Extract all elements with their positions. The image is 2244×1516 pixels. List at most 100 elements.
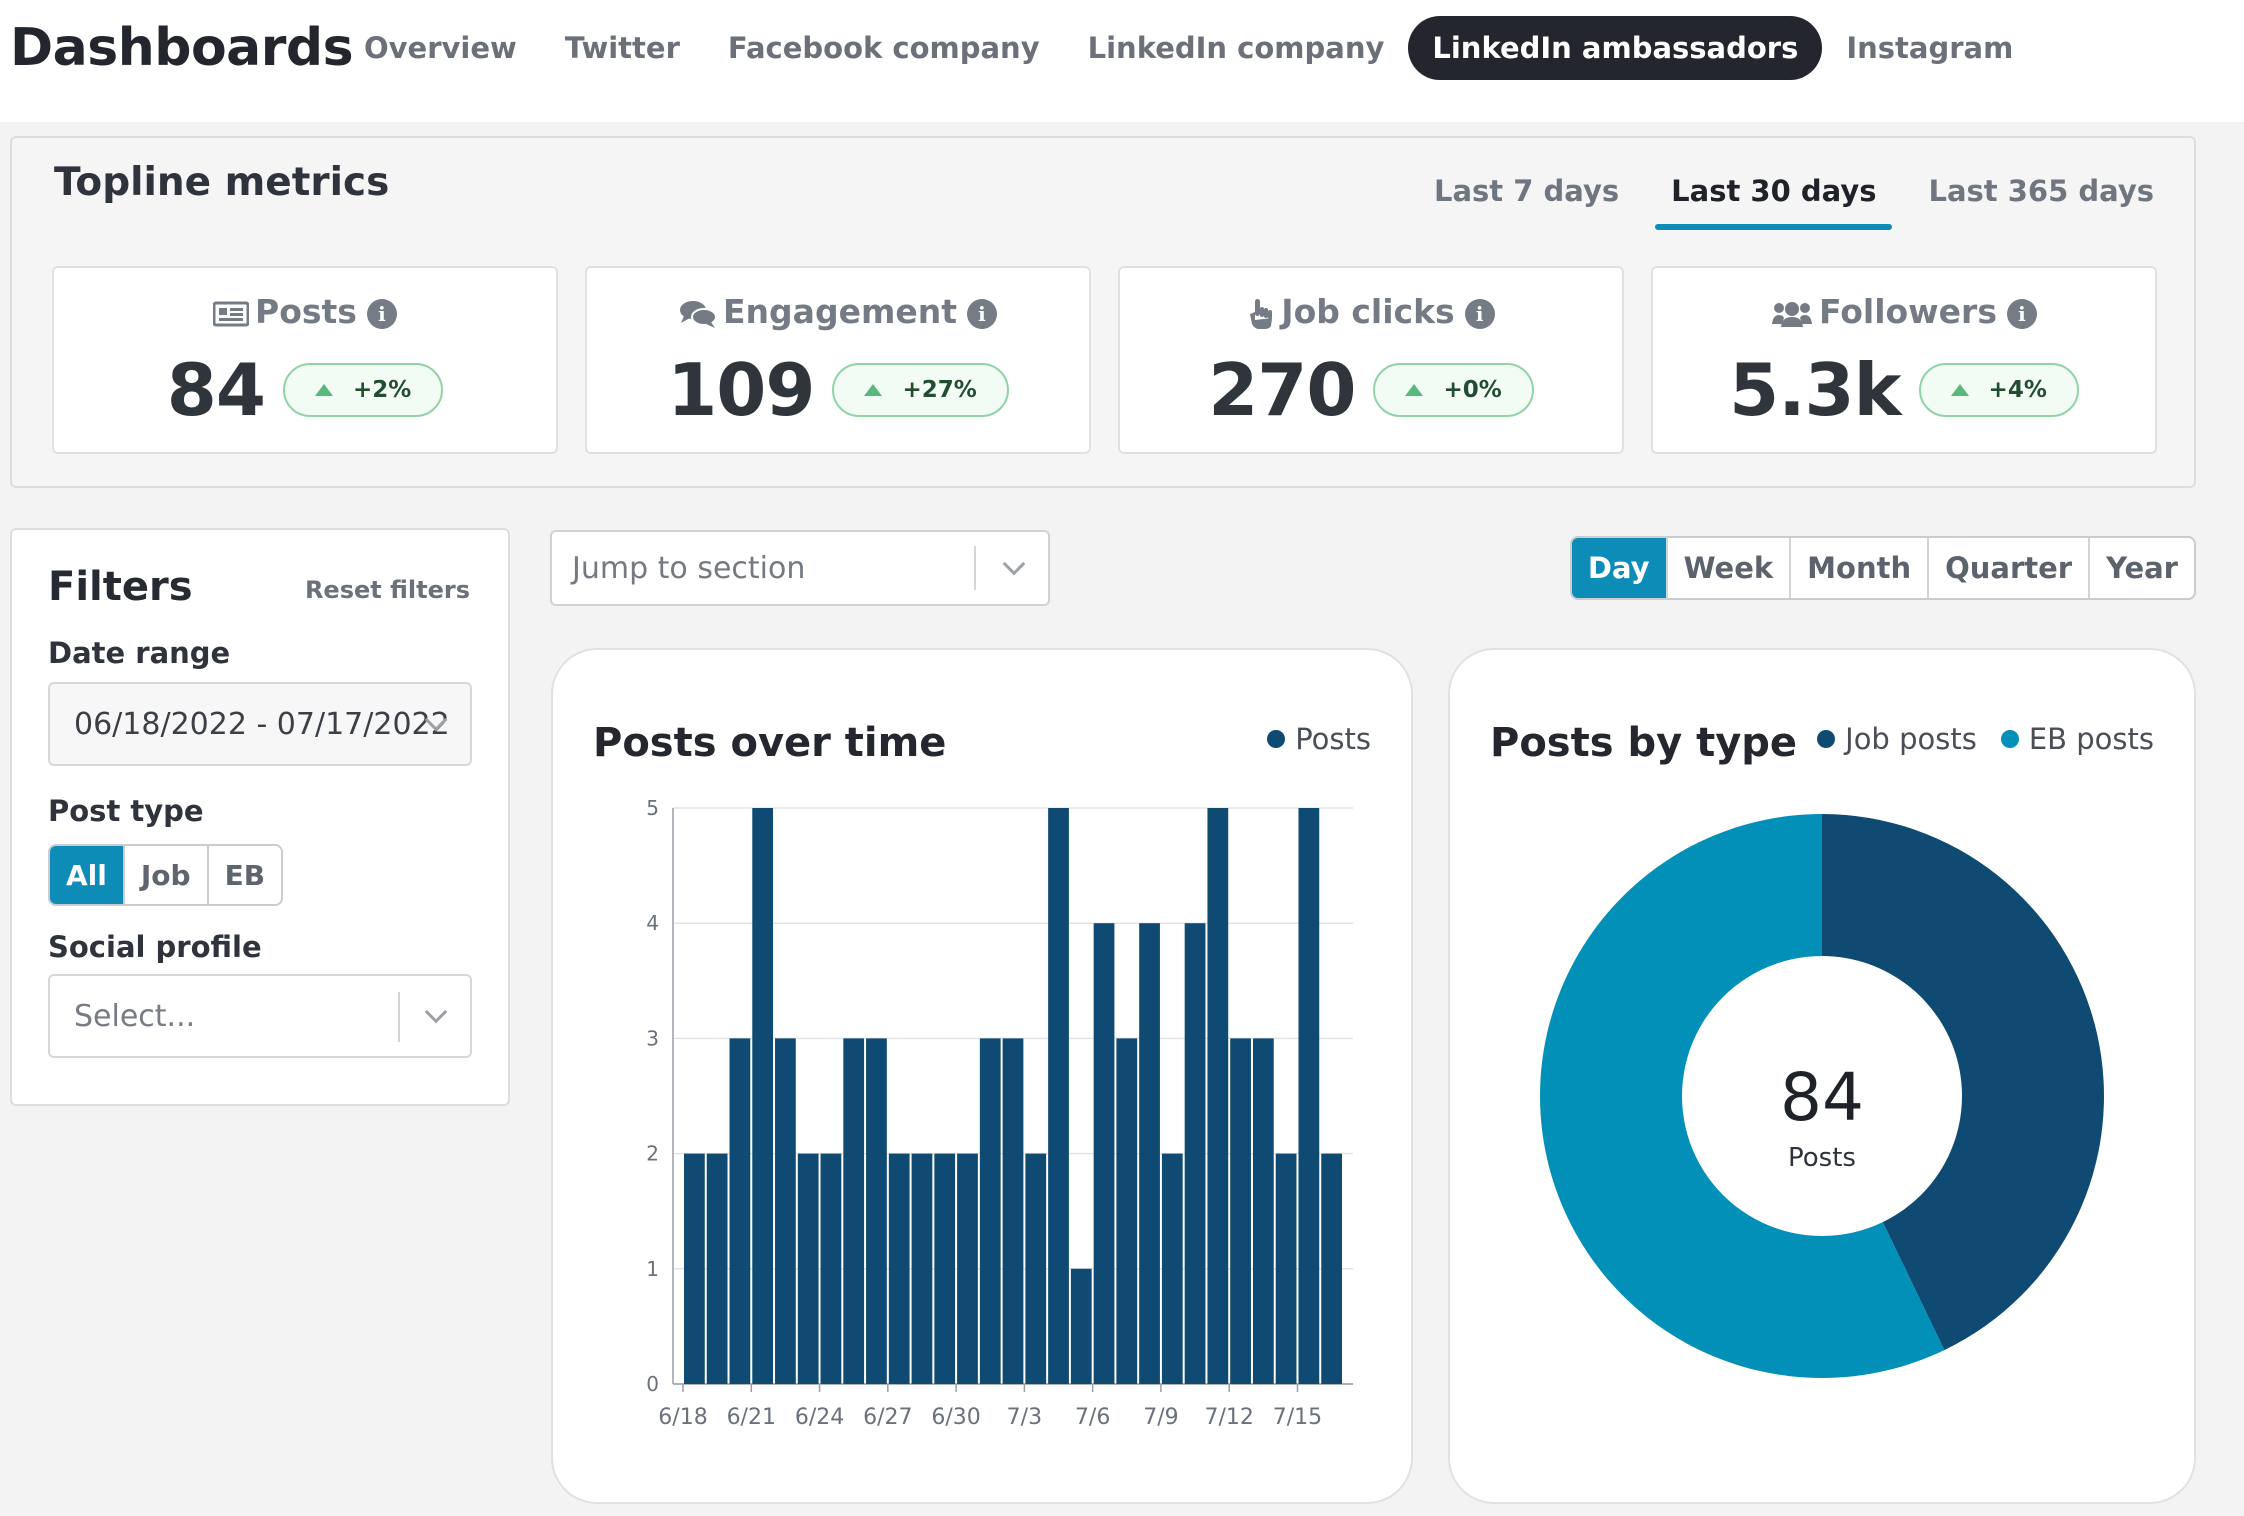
chevron-down-icon	[1002, 552, 1026, 576]
range-tab-365-days[interactable]: Last 365 days	[1928, 174, 2154, 208]
legend-label: Job posts	[1845, 722, 1977, 756]
post-type-eb-button[interactable]: EB	[206, 846, 282, 904]
select-divider	[974, 546, 976, 590]
metric-value-job-clicks: 270	[1208, 348, 1356, 432]
tab-facebook-company[interactable]: Facebook company	[727, 31, 1040, 65]
bar[interactable]	[1070, 1268, 1092, 1384]
granularity-year-button[interactable]: Year	[2088, 538, 2194, 598]
bar[interactable]	[1048, 808, 1069, 1384]
comments-icon	[680, 300, 718, 328]
legend-label: Posts	[1295, 722, 1371, 756]
legend-dot	[2000, 730, 2019, 748]
x-tick-label: 7/12	[1205, 1405, 1254, 1430]
chart-title: Posts by type	[1490, 720, 1798, 766]
tab-twitter[interactable]: Twitter	[564, 31, 680, 65]
bar[interactable]	[1116, 1038, 1138, 1384]
delta-value: +2%	[352, 377, 412, 403]
bar[interactable]	[729, 1038, 751, 1384]
triangle-up-icon	[1950, 384, 1969, 396]
bar[interactable]	[1275, 1153, 1297, 1384]
post-type-all-button[interactable]: All	[50, 846, 123, 904]
granularity-week-button[interactable]: Week	[1665, 538, 1790, 598]
bar[interactable]	[820, 1153, 842, 1384]
posts-over-time-card: Posts over time Posts 0 1 2 3 4 5 6/18 6/21 6/24…	[551, 648, 1413, 1504]
bar[interactable]	[1161, 1153, 1183, 1384]
info-icon[interactable]: i	[1464, 298, 1495, 329]
y-tick-label: 3	[646, 1026, 659, 1050]
bar[interactable]	[1002, 1038, 1024, 1384]
bar[interactable]	[797, 1153, 819, 1384]
bar[interactable]	[911, 1153, 933, 1384]
bar[interactable]	[684, 1153, 705, 1384]
topline-title: Topline metrics	[54, 160, 390, 205]
granularity-month-button[interactable]: Month	[1789, 538, 1927, 598]
legend-dot	[1817, 730, 1836, 748]
bar[interactable]	[775, 1038, 796, 1384]
pie-slice[interactable]	[1822, 814, 2104, 1351]
top-nav-bar: Dashboards Overview Twitter Facebook com…	[0, 0, 2244, 122]
legend-item-eb-posts[interactable]: EB posts	[2000, 722, 2154, 756]
donut-center-value: 84	[1780, 1059, 1864, 1136]
reset-filters-link[interactable]: Reset filters	[304, 576, 470, 604]
legend-item-job-posts[interactable]: Job posts	[1817, 722, 1977, 756]
range-tabs: Last 7 days Last 30 days Last 365 days	[1382, 174, 2154, 230]
granularity-quarter-button[interactable]: Quarter	[1927, 538, 2088, 598]
date-range-select[interactable]: 06/18/2022 - 07/17/2022	[48, 682, 472, 766]
tab-overview[interactable]: Overview	[364, 31, 517, 65]
range-tab-7-days[interactable]: Last 7 days	[1434, 174, 1620, 208]
legend-item-posts[interactable]: Posts	[1267, 722, 1371, 756]
info-icon[interactable]: i	[366, 298, 397, 329]
metric-value-posts: 84	[166, 348, 266, 432]
granularity-toggle: Day Week Month Quarter Year	[1569, 536, 2196, 600]
range-tab-30-days[interactable]: Last 30 days	[1655, 174, 1893, 230]
social-profile-select[interactable]: Select...	[48, 974, 472, 1058]
post-type-job-button[interactable]: Job	[122, 846, 207, 904]
bar[interactable]	[1321, 1153, 1342, 1384]
x-tick-label: 6/27	[863, 1405, 912, 1430]
jump-to-section-select[interactable]: Jump to section	[550, 530, 1050, 606]
bar[interactable]	[1230, 1038, 1251, 1384]
donut-center-label: Posts	[1788, 1143, 1856, 1173]
bar[interactable]	[1093, 923, 1115, 1384]
bar[interactable]	[888, 1153, 910, 1384]
x-tick-label: 7/9	[1143, 1405, 1178, 1430]
posts-by-type-chart: 84 Posts	[1540, 814, 2104, 1378]
x-tick-label: 7/3	[1007, 1405, 1042, 1430]
delta-value: +4%	[1988, 377, 2047, 403]
metric-card-posts: Posts i 84 +2%	[52, 266, 558, 454]
info-icon[interactable]: i	[2006, 298, 2037, 329]
bar[interactable]	[1139, 923, 1160, 1384]
metric-card-followers: Followers i 5.3k +4%	[1651, 266, 2157, 454]
delta-badge-job-clicks: +0%	[1373, 363, 1534, 417]
x-tick-label: 7/15	[1273, 1405, 1322, 1430]
bar[interactable]	[957, 1153, 978, 1384]
granularity-day-button[interactable]: Day	[1571, 538, 1666, 598]
delta-value: +0%	[1443, 377, 1502, 403]
jump-placeholder: Jump to section	[572, 550, 806, 586]
bar[interactable]	[979, 1038, 1001, 1384]
date-range-label: Date range	[48, 636, 231, 670]
delta-badge-followers: +4%	[1918, 363, 2079, 417]
date-range-value: 06/18/2022 - 07/17/2022	[74, 706, 450, 742]
bar[interactable]	[706, 1153, 728, 1384]
tab-linkedin-ambassadors[interactable]: LinkedIn ambassadors	[1408, 16, 1823, 80]
x-tick-label: 6/21	[727, 1405, 776, 1430]
y-tick-label: 0	[646, 1372, 659, 1396]
post-type-toggle: All Job EB	[48, 844, 284, 906]
bar[interactable]	[843, 1038, 865, 1384]
bar[interactable]	[866, 1038, 887, 1384]
info-icon[interactable]: i	[966, 298, 997, 329]
bar[interactable]	[1025, 1153, 1047, 1384]
bar[interactable]	[1184, 923, 1206, 1384]
y-tick-label: 4	[646, 911, 659, 935]
tab-linkedin-company[interactable]: LinkedIn company	[1087, 31, 1385, 65]
bar[interactable]	[1207, 808, 1229, 1384]
posts-over-time-chart: 0 1 2 3 4 5 6/18 6/21 6/24 6/27 6/30 7/3 7/6 7/9 7/12 7…	[646, 796, 1353, 1430]
bar[interactable]	[934, 1153, 956, 1384]
bar[interactable]	[1298, 808, 1320, 1384]
pie-slice[interactable]	[1540, 814, 1945, 1378]
bar[interactable]	[1252, 1038, 1274, 1384]
tab-instagram[interactable]: Instagram	[1846, 31, 2014, 65]
legend-dot	[1267, 730, 1286, 748]
bar[interactable]	[752, 808, 774, 1384]
